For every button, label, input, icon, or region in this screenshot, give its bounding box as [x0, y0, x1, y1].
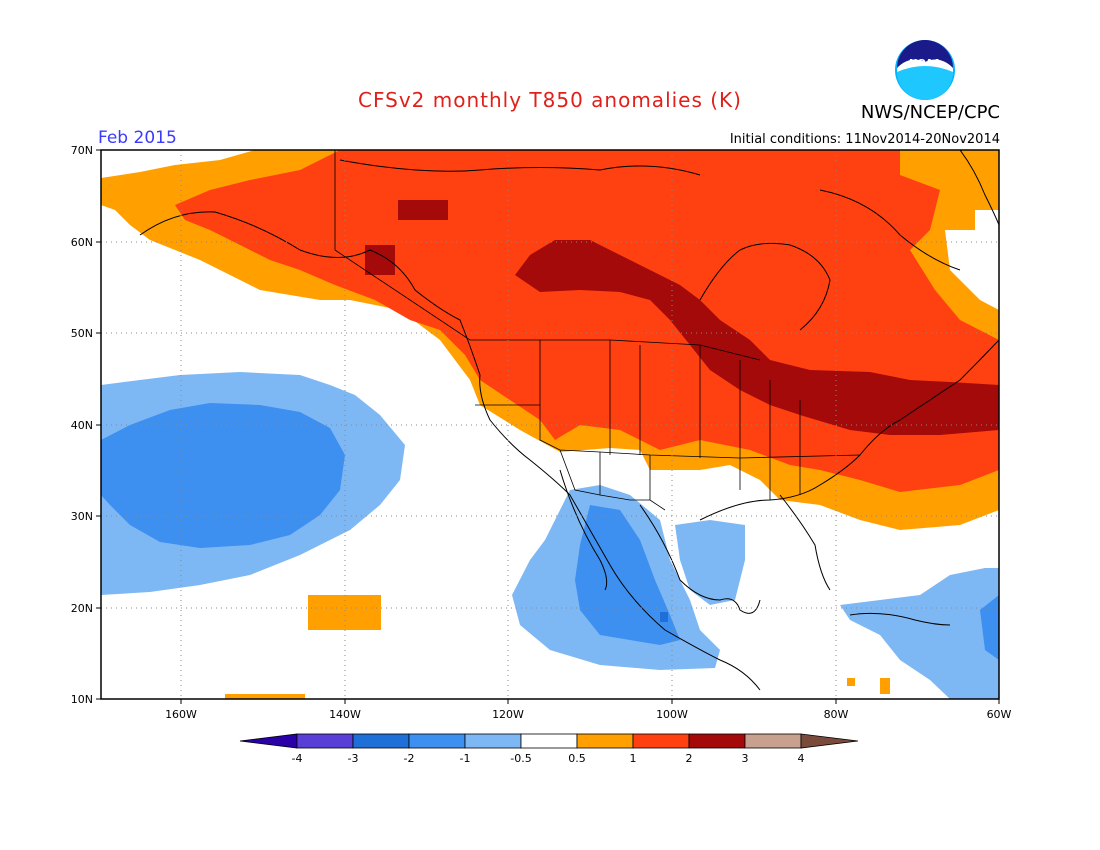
initial-conditions-label: Initial conditions: 11Nov2014-20Nov2014	[729, 132, 1000, 147]
organization-label: NWS/NCEP/CPC	[860, 102, 1000, 123]
colorbar: -4 -3 -2 -1 -0.5 0.5 1 2 3 4	[239, 733, 859, 765]
warm-light-spot-4	[880, 678, 890, 694]
colorbar-swatch	[744, 733, 802, 749]
lon-label: 160W	[165, 708, 197, 721]
colorbar-label: 3	[742, 752, 749, 765]
lon-label: 120W	[492, 708, 524, 721]
cool-light-region-gulf	[675, 520, 745, 605]
warm-dark-region-2	[398, 200, 448, 220]
warm-dark-region-1	[515, 240, 999, 435]
anomaly-fields	[101, 150, 999, 699]
lat-label: 20N	[71, 602, 93, 615]
lat-label: 60N	[71, 236, 93, 249]
cool-light-region-atlantic	[840, 568, 999, 699]
axis-ticks	[96, 149, 1000, 704]
warm-dark-region-3	[365, 245, 395, 275]
lat-label: 10N	[71, 693, 93, 706]
colorbar-label: 4	[798, 752, 805, 765]
cool-dark-spot-mexico	[660, 612, 668, 622]
chart-title: CFSv2 monthly T850 anomalies (K)	[358, 88, 742, 112]
colorbar-arrow-right	[800, 733, 859, 749]
latitude-labels: 70N 60N 50N 40N 30N 20N 10N	[71, 144, 93, 706]
colorbar-label: -1	[460, 752, 471, 765]
lon-label: 140W	[329, 708, 361, 721]
lat-label: 50N	[71, 327, 93, 340]
lat-label: 30N	[71, 510, 93, 523]
colorbar-swatch	[408, 733, 466, 749]
cool-mid-region-mexico	[575, 505, 680, 645]
colorbar-label: -2	[404, 752, 415, 765]
warm-light-spot-3	[847, 678, 855, 686]
colorbar-label: -0.5	[510, 752, 531, 765]
lat-label: 70N	[71, 144, 93, 157]
logo-text: NOAA	[909, 58, 941, 69]
cool-mid-region-pacific	[101, 403, 345, 548]
lon-label: 100W	[656, 708, 688, 721]
colorbar-arrow-left	[239, 733, 298, 749]
colorbar-swatch	[352, 733, 410, 749]
colorbar-swatch	[464, 733, 522, 749]
valid-month-label: Feb 2015	[98, 128, 177, 148]
political-boundaries	[334, 150, 861, 511]
colorbar-label: -3	[348, 752, 359, 765]
colorbar-label: 0.5	[568, 752, 586, 765]
colorbar-swatch	[632, 733, 690, 749]
lat-label: 40N	[71, 419, 93, 432]
colorbar-swatch	[688, 733, 746, 749]
warm-light-spot-2	[225, 694, 305, 699]
lon-label: 80W	[824, 708, 849, 721]
lon-label: 60W	[987, 708, 1012, 721]
colorbar-label: 2	[686, 752, 693, 765]
colorbar-swatch	[576, 733, 634, 749]
colorbar-label: 1	[630, 752, 637, 765]
colorbar-label: -4	[292, 752, 303, 765]
longitude-labels: 160W 140W 120W 100W 80W 60W	[165, 708, 1011, 721]
colorbar-swatch	[296, 733, 354, 749]
noaa-logo: NOAA	[895, 40, 955, 100]
cool-mid-region-atlantic	[980, 595, 999, 660]
colorbar-swatch	[520, 733, 578, 749]
